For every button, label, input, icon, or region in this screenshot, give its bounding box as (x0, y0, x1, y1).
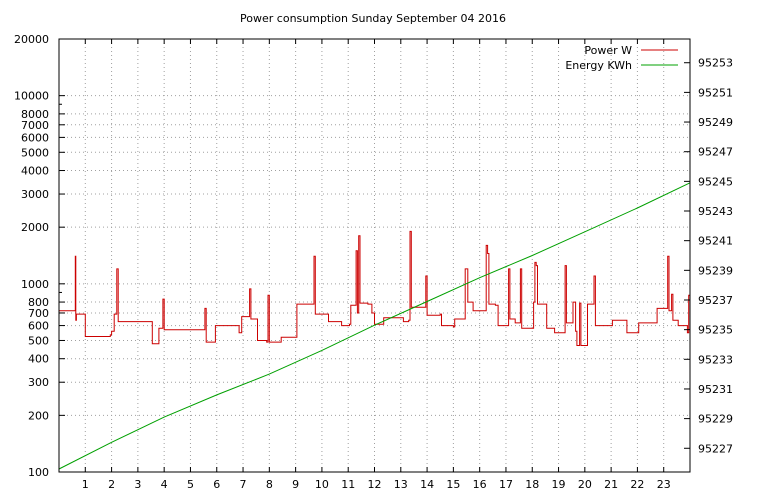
y-tick-label: 300 (28, 376, 49, 389)
x-tick-label: 22 (630, 478, 644, 491)
y-tick-label: 3000 (21, 188, 49, 201)
x-tick-label: 21 (604, 478, 618, 491)
grid (59, 38, 690, 473)
x-tick-label: 5 (187, 478, 194, 491)
energy-series-line (58, 182, 691, 470)
y2-tick-label: 95235 (698, 324, 733, 337)
y-tick-label: 8000 (21, 108, 49, 121)
y-tick-label: 6000 (21, 131, 49, 144)
y-tick-label: 400 (28, 353, 49, 366)
x-tick-label: 7 (240, 478, 247, 491)
y2-tick-label: 95227 (698, 442, 733, 455)
y-tick-label: 800 (28, 296, 49, 309)
y-tick-label: 20000 (14, 33, 49, 46)
y-tick-label: 4000 (21, 165, 49, 178)
x-tick-label: 10 (315, 478, 329, 491)
axes: 1 2 3 4 5 6 7 8 9 10 11 12 13 14 15 16 17 18 19 20 21 22 23100… (14, 33, 733, 491)
y2-tick-label: 95241 (698, 235, 733, 248)
y-tick-label: 7000 (21, 119, 49, 132)
legend-power-label: Power W (584, 44, 632, 57)
y2-tick-label: 95245 (698, 175, 733, 188)
x-tick-label: 18 (525, 478, 539, 491)
y2-tick-label: 95239 (698, 264, 733, 277)
y2-tick-label: 95251 (698, 86, 733, 99)
x-tick-label: 17 (499, 478, 513, 491)
y-tick-label: 500 (28, 334, 49, 347)
x-tick-label: 3 (134, 478, 141, 491)
y2-tick-label: 95253 (698, 57, 733, 70)
x-tick-label: 4 (161, 478, 168, 491)
legend-energy-label: Energy KWh (565, 59, 632, 72)
y-tick-label: 100 (28, 466, 49, 479)
y2-tick-label: 95233 (698, 353, 733, 366)
legend: Power W Energy KWh (565, 44, 678, 72)
y2-tick-label: 95243 (698, 205, 733, 218)
y2-tick-label: 95231 (698, 383, 733, 396)
x-tick-label: 12 (368, 478, 382, 491)
y2-tick-label: 95229 (698, 413, 733, 426)
x-tick-label: 19 (552, 478, 566, 491)
x-tick-label: 8 (266, 478, 273, 491)
x-tick-label: 1 (82, 478, 89, 491)
x-tick-label: 23 (657, 478, 671, 491)
x-tick-label: 20 (578, 478, 592, 491)
x-tick-label: 11 (341, 478, 355, 491)
x-tick-label: 15 (446, 478, 460, 491)
y2-tick-label: 95247 (698, 146, 733, 159)
plot-series (58, 182, 691, 470)
x-tick-label: 2 (108, 478, 115, 491)
y-tick-label: 1000 (21, 278, 49, 291)
y-tick-label: 600 (28, 320, 49, 333)
x-tick-label: 6 (213, 478, 220, 491)
y-tick-label: 10000 (14, 90, 49, 103)
y-tick-label: 2000 (21, 221, 49, 234)
x-tick-label: 13 (394, 478, 408, 491)
y-tick-label: 5000 (21, 146, 49, 159)
power-series-line (59, 230, 691, 346)
x-tick-label: 16 (473, 478, 487, 491)
y2-tick-label: 95249 (698, 116, 733, 129)
y-tick-label: 700 (28, 307, 49, 320)
y2-tick-label: 95237 (698, 294, 733, 307)
chart-title: Power consumption Sunday September 04 20… (240, 12, 506, 25)
y-tick-label: 200 (28, 409, 49, 422)
x-tick-label: 9 (292, 478, 299, 491)
x-tick-label: 14 (420, 478, 434, 491)
